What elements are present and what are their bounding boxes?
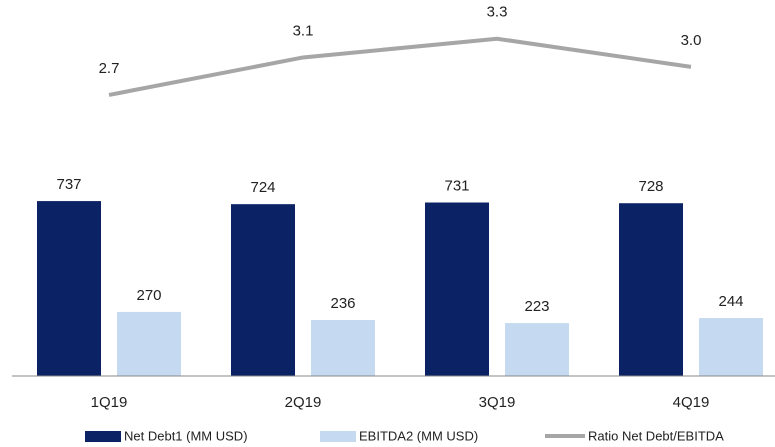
data-label: 223 — [524, 298, 549, 315]
data-label: 728 — [638, 178, 663, 195]
data-label: 244 — [718, 293, 743, 310]
data-label: 3.1 — [293, 22, 314, 39]
x-tick-label: 3Q19 — [479, 394, 516, 411]
bar — [37, 201, 101, 376]
data-label: 270 — [136, 287, 161, 304]
bar — [117, 311, 181, 376]
legend-swatch — [85, 431, 121, 442]
legend-label: Ratio Net Debt/EBITDA — [588, 428, 724, 443]
bar — [505, 323, 569, 376]
legend-label: EBITDA2 (MM USD) — [359, 428, 478, 443]
x-tick-label: 4Q19 — [673, 394, 710, 411]
bar — [699, 318, 763, 376]
data-label: 2.7 — [99, 60, 120, 77]
bar — [311, 319, 375, 376]
bar — [231, 204, 295, 376]
legend-swatch — [320, 431, 356, 442]
bar — [425, 202, 489, 376]
legend-label: Net Debt1 (MM USD) — [124, 428, 248, 443]
data-label: 236 — [330, 295, 355, 312]
bar — [619, 203, 683, 376]
data-label: 737 — [56, 176, 81, 193]
data-label: 3.0 — [681, 32, 702, 49]
data-label: 3.3 — [487, 4, 508, 21]
x-tick-label: 2Q19 — [285, 394, 322, 411]
x-tick-label: 1Q19 — [91, 394, 128, 411]
data-label: 724 — [250, 179, 275, 196]
data-label: 731 — [444, 177, 469, 194]
line — [108, 36, 692, 97]
